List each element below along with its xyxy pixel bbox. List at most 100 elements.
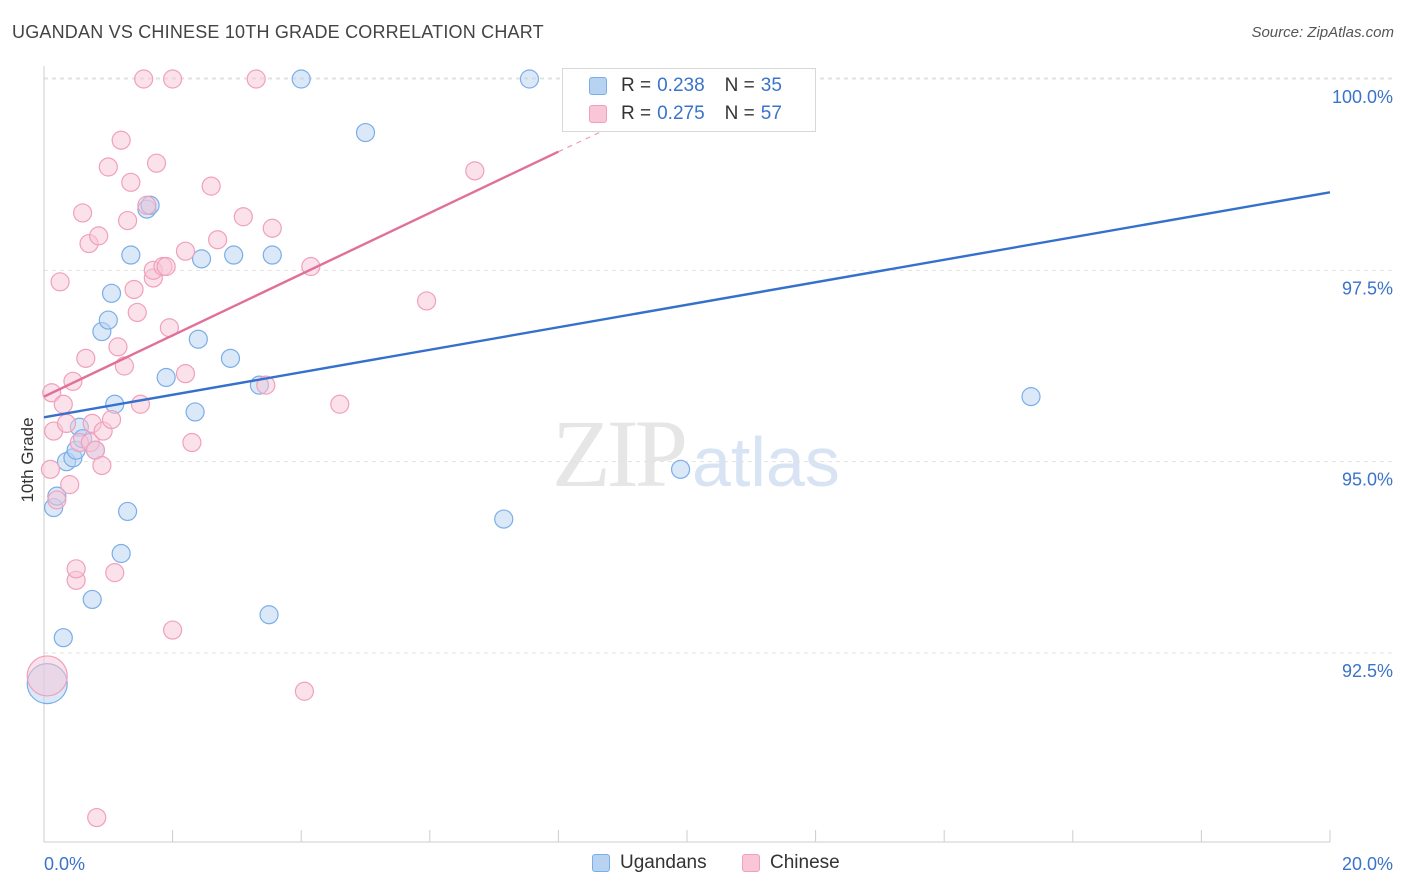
ugandan-point (519, 69, 540, 89)
ugandan-point (670, 459, 691, 479)
ugandan-point (156, 367, 176, 388)
chinese-point (246, 69, 266, 89)
chinese-point (26, 655, 68, 697)
chinese-point (137, 195, 157, 215)
chinese-point (60, 475, 80, 495)
chinese-point (233, 207, 253, 227)
ugandan-point (259, 605, 279, 625)
chinese-point (101, 409, 122, 430)
chinese-point (208, 230, 228, 250)
ugandan-point (191, 249, 212, 269)
chinese-point (108, 337, 128, 357)
legend-n-value: 35 (760, 75, 782, 96)
legend-n-value: 57 (760, 103, 782, 124)
legend-n-label: N = (724, 75, 755, 96)
y-axis-label: 10th Grade (18, 417, 37, 502)
legend-swatch-ugandans (589, 77, 607, 95)
chinese-point (156, 256, 176, 277)
ugandan-point (82, 589, 102, 610)
chinese-point (92, 455, 112, 476)
y-tick-label: 100.0% (1332, 87, 1393, 107)
chart-source: Source: ZipAtlas.com (1251, 24, 1394, 41)
bottom-legend-swatch-chinese (742, 854, 760, 872)
legend-r-label: R = (621, 103, 652, 124)
legend-r-label: R = (621, 75, 652, 96)
ugandan-point (111, 543, 131, 564)
label-layer: 92.5% 95.0% 97.5% 100.0% 0.0% 20.0% 10th Grade (18, 87, 1393, 874)
ugandan-point (188, 329, 208, 349)
chinese-point (201, 176, 221, 196)
legend-swatch-chinese (589, 105, 607, 123)
bottom-legend-swatch-ugandans (592, 854, 610, 872)
chinese-point (127, 302, 147, 323)
y-tick-label: 97.5% (1342, 278, 1393, 298)
watermark-zip: ZIP (552, 400, 688, 507)
chinese-point (114, 356, 134, 376)
chinese-point (40, 459, 61, 479)
ugandan-point (355, 122, 376, 143)
legend-row-chinese: R = 0.275 N = 57 (589, 103, 782, 125)
chinese-point (105, 563, 125, 583)
legend-n-label: N = (724, 103, 755, 124)
chinese-point (262, 218, 282, 238)
chinese-trend-line (43, 150, 559, 398)
chinese-point (130, 394, 151, 414)
bottom-legend-label-chinese: Chinese (770, 852, 840, 873)
chinese-point (330, 394, 350, 414)
chinese-point (89, 226, 109, 246)
chinese-point (121, 172, 141, 192)
x-tick-label: 0.0% (44, 854, 85, 874)
chart-title: UGANDAN VS CHINESE 10TH GRADE CORRELATIO… (12, 22, 544, 42)
chinese-point (50, 272, 70, 292)
chinese-point (111, 130, 131, 150)
ugandan-point (220, 348, 241, 368)
chinese-point (256, 375, 276, 395)
bottom-legend-chinese: Chinese (742, 852, 840, 874)
chinese-point (47, 490, 67, 510)
chinese-point (87, 807, 107, 828)
ugandan-trend-line (43, 191, 1331, 419)
ugandan-point (121, 245, 141, 265)
chinese-point (146, 153, 167, 173)
ugandan-point (117, 501, 138, 522)
chinese-point (72, 203, 93, 223)
legend-r-value: 0.275 (657, 103, 705, 124)
ugandan-point (1021, 387, 1041, 407)
axis-layer (43, 66, 1331, 843)
ugandan-point (291, 69, 311, 89)
legend-r-value: 0.238 (657, 75, 705, 96)
ugandan-point (98, 310, 118, 330)
chinese-point (56, 413, 77, 433)
x-tick-label: 20.0% (1342, 854, 1393, 874)
chinese-point (76, 348, 96, 368)
bottom-legend-ugandans: Ugandans (592, 852, 707, 874)
bottom-legend-label-ugandans: Ugandans (620, 852, 707, 873)
y-tick-label: 95.0% (1342, 470, 1393, 490)
chinese-point (124, 279, 144, 300)
y-tick-label: 92.5% (1342, 661, 1393, 681)
ugandan-point (101, 283, 122, 303)
chinese-point (63, 371, 83, 391)
chinese-point (182, 432, 202, 453)
chinese-point (465, 161, 485, 181)
ugandan-point (224, 245, 244, 265)
chinese-point (175, 241, 196, 261)
points-layer (26, 69, 1041, 828)
legend-row-ugandans: R = 0.238 N = 35 (589, 75, 782, 97)
chinese-point (117, 210, 138, 231)
chinese-point (416, 291, 437, 311)
chinese-point (163, 69, 183, 89)
chinese-point (175, 364, 196, 384)
chinese-point (53, 394, 73, 414)
ugandan-point (262, 245, 282, 265)
correlation-legend: R = 0.238 N = 35 R = 0.275 N = 57 (562, 68, 816, 132)
ugandan-point (494, 509, 514, 529)
chinese-point (163, 620, 183, 640)
grid-layer (44, 77, 1392, 654)
chinese-point (98, 157, 118, 177)
chinese-point (294, 681, 315, 701)
ugandan-point (185, 402, 205, 422)
chinese-point (66, 559, 86, 579)
chinese-point (134, 69, 154, 89)
